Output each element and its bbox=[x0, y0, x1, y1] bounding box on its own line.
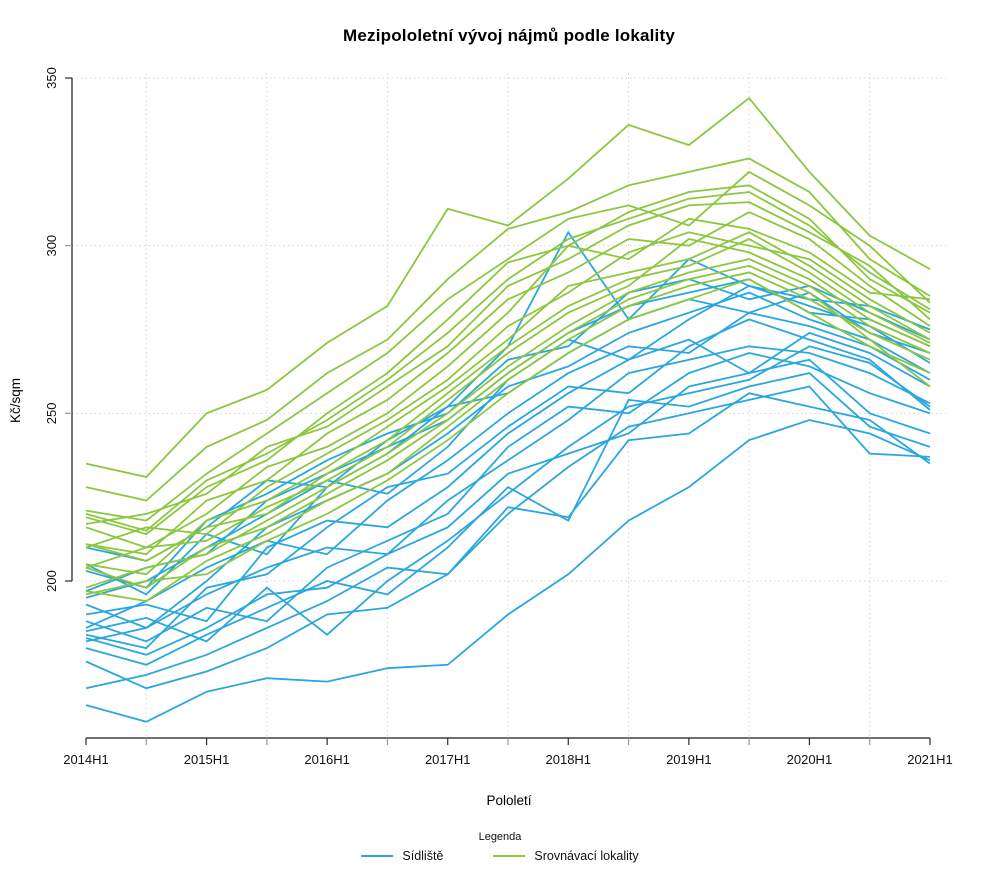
x-tick-label: 2014H1 bbox=[63, 752, 109, 767]
series-line-srovnavaci bbox=[85, 157, 931, 502]
series-line-sidliste bbox=[85, 230, 931, 562]
x-tick-label: 2021H1 bbox=[907, 752, 953, 767]
y-tick-label: 250 bbox=[44, 402, 59, 424]
series-line-sidliste bbox=[85, 358, 931, 656]
series-line-sidliste bbox=[85, 345, 931, 643]
series-line-sidliste bbox=[85, 419, 931, 723]
x-tick-label: 2015H1 bbox=[184, 752, 230, 767]
series-line-sidliste bbox=[85, 318, 931, 650]
series-line-sidliste bbox=[85, 331, 931, 623]
series-line-srovnavaci bbox=[85, 264, 931, 589]
series-line-srovnavaci bbox=[85, 211, 931, 556]
series-line-srovnavaci bbox=[85, 217, 931, 549]
legend: Legenda Sídliště Srovnávací lokality bbox=[0, 831, 1000, 863]
legend-item-label: Srovnávací lokality bbox=[534, 849, 639, 863]
series-line-sidliste bbox=[85, 392, 931, 690]
series-line-sidliste bbox=[85, 385, 931, 690]
series-line-srovnavaci bbox=[85, 96, 931, 478]
y-tick-label: 200 bbox=[44, 570, 59, 592]
x-axis-label: Pololetí bbox=[486, 793, 532, 808]
series-line-srovnavaci bbox=[85, 170, 931, 522]
x-tick-label: 2019H1 bbox=[666, 752, 712, 767]
chart-title: Mezipololetní vývoj nájmů podle lokality bbox=[343, 26, 675, 45]
series-line-sidliste bbox=[85, 311, 931, 629]
y-tick-label: 300 bbox=[44, 235, 59, 257]
x-tick-label: 2018H1 bbox=[546, 752, 592, 767]
series-line-srovnavaci bbox=[85, 237, 931, 562]
x-tick-label: 2020H1 bbox=[787, 752, 833, 767]
legend-item-sidliste: Sídliště bbox=[361, 849, 443, 863]
series-line-srovnavaci bbox=[85, 201, 931, 525]
legend-line-sample-blue bbox=[361, 855, 394, 857]
series-line-srovnavaci bbox=[85, 231, 931, 576]
legend-item-label: Sídliště bbox=[402, 849, 444, 863]
series-line-srovnavaci bbox=[85, 191, 931, 532]
series-line-sidliste bbox=[85, 345, 931, 643]
series-line-sidliste bbox=[85, 352, 931, 643]
legend-item-srovnavaci: Srovnávací lokality bbox=[493, 849, 639, 863]
x-tick-label: 2016H1 bbox=[304, 752, 350, 767]
series-line-srovnavaci bbox=[85, 271, 931, 603]
y-tick-label: 350 bbox=[44, 67, 59, 89]
legend-line-sample-green bbox=[493, 855, 526, 857]
y-axis-label: Kč/sqm bbox=[8, 378, 23, 424]
series-line-srovnavaci bbox=[85, 238, 931, 569]
legend-title: Legenda bbox=[478, 831, 522, 843]
legend-row: Sídliště Srovnávací lokality bbox=[361, 849, 639, 863]
series-line-srovnavaci bbox=[85, 278, 931, 596]
series-line-sidliste bbox=[85, 372, 931, 666]
x-tick-label: 2017H1 bbox=[425, 752, 471, 767]
series-line-srovnavaci bbox=[85, 258, 931, 589]
